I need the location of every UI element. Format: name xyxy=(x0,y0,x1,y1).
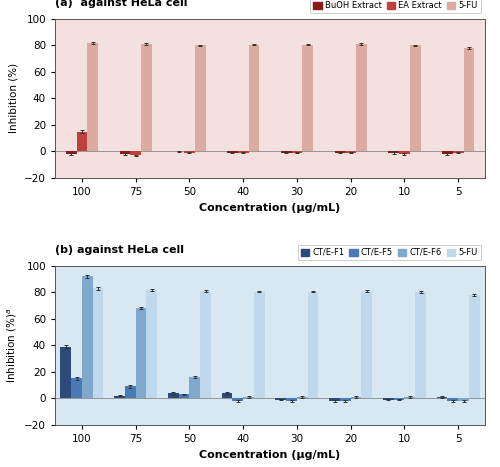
Bar xyxy=(136,308,146,398)
Bar xyxy=(184,151,195,153)
Bar xyxy=(302,44,313,151)
Bar xyxy=(329,398,340,401)
Bar xyxy=(415,292,426,398)
Bar xyxy=(292,151,302,153)
Bar xyxy=(334,151,345,153)
Bar xyxy=(248,44,259,151)
Bar xyxy=(464,48,474,151)
Bar xyxy=(458,398,469,401)
Y-axis label: Inhibition (%): Inhibition (%) xyxy=(8,64,18,134)
Bar xyxy=(436,397,448,398)
Bar xyxy=(362,291,372,398)
Bar xyxy=(350,397,362,398)
Bar xyxy=(383,398,394,400)
X-axis label: Concentration (μg/mL): Concentration (μg/mL) xyxy=(200,450,340,460)
Y-axis label: Inhibition (%)$^a$: Inhibition (%)$^a$ xyxy=(5,307,18,383)
Bar xyxy=(399,151,410,154)
Legend: BuOH Extract, EA Extract, 5-FU: BuOH Extract, EA Extract, 5-FU xyxy=(310,0,481,13)
Bar xyxy=(88,42,98,151)
Bar xyxy=(195,45,205,151)
Bar xyxy=(281,151,291,153)
Bar xyxy=(227,151,238,153)
Bar xyxy=(60,347,71,398)
Legend: CT/E-F1, CT/E-F5, CT/E-F6, 5-FU: CT/E-F1, CT/E-F5, CT/E-F6, 5-FU xyxy=(298,245,481,260)
Bar xyxy=(92,288,104,398)
Bar xyxy=(243,397,254,398)
Bar xyxy=(190,377,200,398)
Bar xyxy=(394,398,404,400)
Bar xyxy=(168,393,178,398)
Bar xyxy=(130,151,141,156)
Text: (a)  against HeLa cell: (a) against HeLa cell xyxy=(55,0,188,7)
Bar xyxy=(222,393,232,398)
Bar xyxy=(442,151,453,154)
Text: (b) against HeLa cell: (b) against HeLa cell xyxy=(55,245,184,255)
Bar xyxy=(345,151,356,153)
Bar xyxy=(356,44,367,151)
Bar xyxy=(125,387,136,398)
Bar xyxy=(232,398,243,401)
Bar xyxy=(404,397,415,398)
Bar xyxy=(308,291,318,398)
Bar xyxy=(254,291,264,398)
Bar xyxy=(114,396,125,398)
Bar xyxy=(469,295,480,398)
Bar xyxy=(238,151,248,153)
X-axis label: Concentration (μg/mL): Concentration (μg/mL) xyxy=(200,203,340,212)
Bar xyxy=(453,151,464,153)
Bar xyxy=(178,395,190,398)
Bar xyxy=(340,398,350,401)
Bar xyxy=(286,398,297,401)
Bar xyxy=(76,132,88,151)
Bar xyxy=(200,291,211,398)
Bar xyxy=(410,45,420,151)
Bar xyxy=(297,397,308,398)
Bar xyxy=(71,378,82,398)
Bar xyxy=(141,44,152,151)
Bar xyxy=(448,398,458,401)
Bar xyxy=(388,151,399,153)
Bar xyxy=(146,290,157,398)
Bar xyxy=(66,151,76,154)
Bar xyxy=(276,398,286,400)
Bar xyxy=(82,276,92,398)
Bar xyxy=(120,151,130,154)
